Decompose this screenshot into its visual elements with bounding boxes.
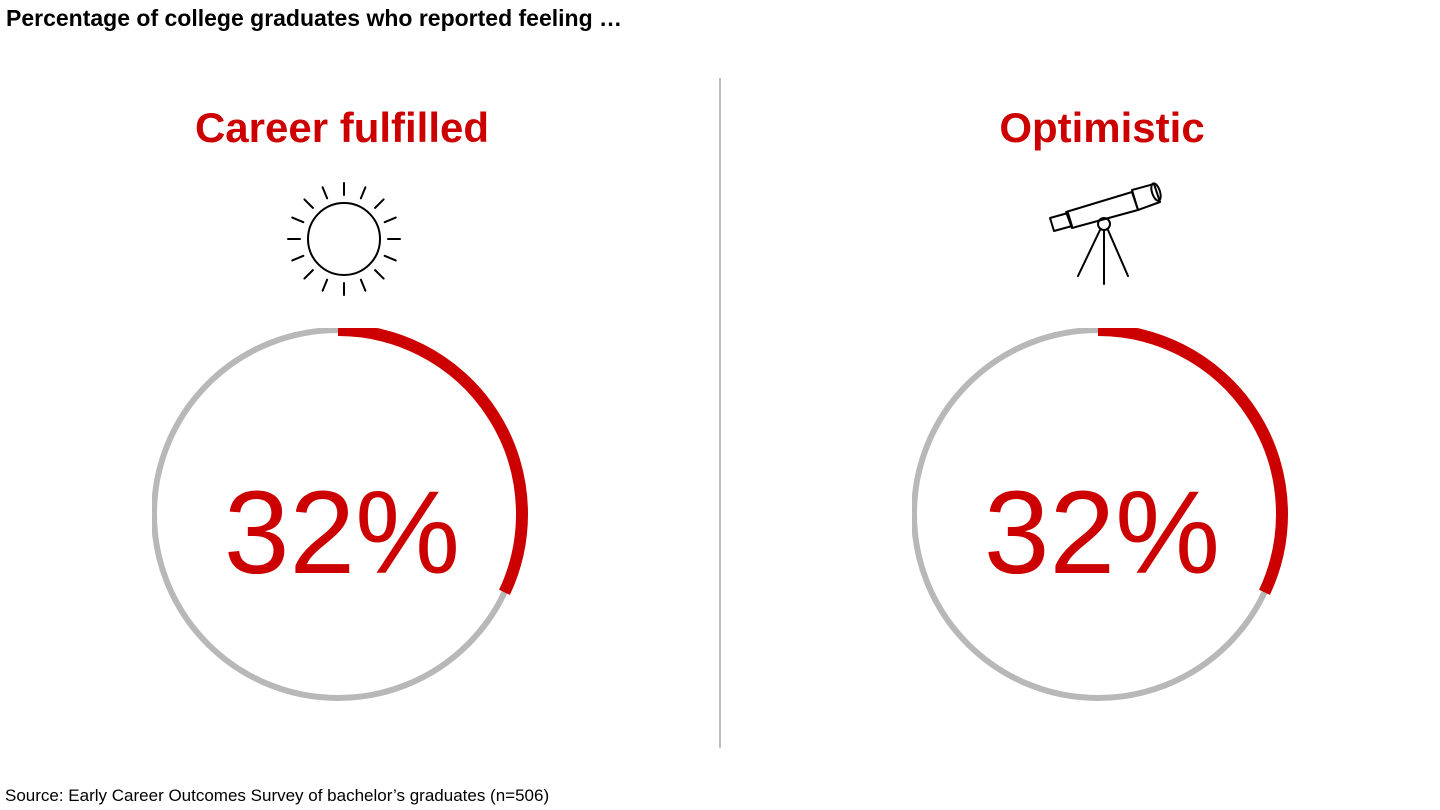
- telescope-icon: [1042, 178, 1166, 290]
- gauge-value-label: 32%: [223, 467, 461, 599]
- panel-label: Optimistic: [999, 104, 1205, 151]
- sun-icon: [284, 180, 404, 300]
- gauge-optimistic: 32%: [912, 328, 1292, 708]
- source-note: Source: Early Career Outcomes Survey of …: [5, 786, 550, 805]
- panel-career-fulfilled: Career fulfilled 32%: [82, 0, 602, 810]
- page-title: Percentage of college graduates who repo…: [6, 5, 623, 31]
- gauge-value-arc: [337, 328, 528, 595]
- panel-optimistic: Optimistic 32%: [842, 0, 1362, 810]
- gauge-value-arc: [1097, 328, 1288, 595]
- panel-label: Career fulfilled: [194, 104, 490, 151]
- panel-divider: [719, 78, 721, 748]
- gauge-value-label: 32%: [983, 467, 1221, 599]
- gauge-career-fulfilled: 32%: [152, 328, 532, 708]
